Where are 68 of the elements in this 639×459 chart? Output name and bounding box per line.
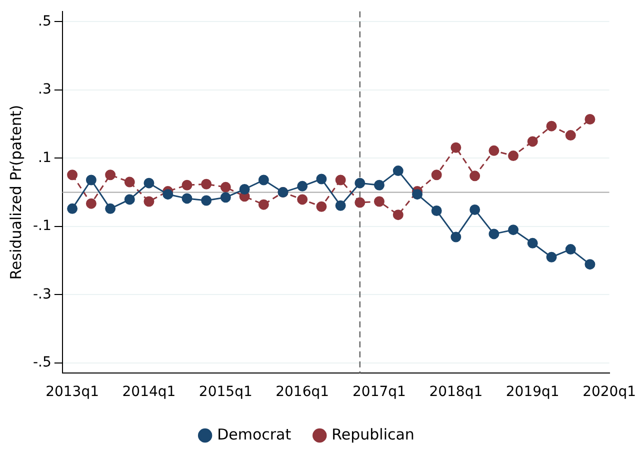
point bbox=[412, 189, 423, 200]
point bbox=[450, 142, 462, 153]
point bbox=[86, 198, 96, 209]
x-tick-label: 2019q1 bbox=[506, 384, 560, 400]
point bbox=[182, 180, 192, 190]
y-tick-label: -.5 bbox=[32, 354, 52, 371]
point bbox=[584, 259, 596, 270]
point bbox=[86, 174, 96, 186]
point bbox=[105, 170, 116, 180]
point bbox=[374, 180, 384, 190]
point bbox=[297, 180, 308, 192]
legend-label: Democrat bbox=[217, 425, 292, 444]
point bbox=[297, 194, 308, 205]
y-tick-label: .3 bbox=[38, 82, 52, 98]
point bbox=[316, 201, 327, 212]
point bbox=[508, 150, 519, 162]
y-tick-label: .5 bbox=[38, 13, 52, 30]
point bbox=[220, 182, 231, 192]
point bbox=[258, 174, 269, 186]
x-tick-label: 2014q1 bbox=[122, 384, 176, 400]
point bbox=[354, 197, 366, 208]
x-tick-label: 2015q1 bbox=[198, 384, 252, 400]
point bbox=[67, 203, 78, 214]
point bbox=[67, 170, 78, 180]
y-tick-label: -.1 bbox=[32, 218, 52, 234]
point bbox=[527, 238, 538, 248]
point bbox=[565, 130, 576, 141]
point bbox=[431, 170, 442, 180]
point bbox=[488, 145, 500, 156]
point bbox=[392, 166, 404, 176]
legend-label: Republican bbox=[332, 425, 414, 444]
point bbox=[258, 199, 269, 210]
point bbox=[374, 196, 384, 207]
point bbox=[220, 192, 231, 203]
point bbox=[546, 252, 557, 262]
point bbox=[124, 194, 135, 205]
point bbox=[201, 178, 212, 190]
point bbox=[144, 196, 154, 207]
point bbox=[470, 170, 480, 182]
y-tick-label: -.3 bbox=[32, 286, 52, 302]
x-tick-label: 2017q1 bbox=[352, 384, 406, 400]
point bbox=[144, 178, 154, 188]
x-tick-label: 2013q1 bbox=[46, 384, 99, 400]
point bbox=[201, 195, 212, 206]
point bbox=[162, 189, 174, 200]
point bbox=[182, 193, 192, 204]
point bbox=[584, 114, 596, 125]
point bbox=[450, 232, 462, 242]
x-tick-label: 2016q1 bbox=[276, 384, 330, 400]
point bbox=[470, 204, 480, 215]
point bbox=[431, 205, 442, 216]
point bbox=[354, 178, 366, 188]
point bbox=[546, 120, 557, 132]
point bbox=[124, 176, 135, 188]
y-axis-title: Residualized Pr(patent) bbox=[6, 104, 25, 280]
point bbox=[239, 184, 250, 194]
point bbox=[527, 136, 538, 147]
point bbox=[335, 174, 346, 186]
x-tick-label: 2018q1 bbox=[429, 384, 483, 400]
y-tick-label: .1 bbox=[38, 150, 52, 166]
point bbox=[316, 174, 327, 184]
point bbox=[508, 224, 519, 236]
point bbox=[335, 200, 346, 211]
x-tick-label: 2020q1 bbox=[582, 384, 636, 400]
point bbox=[392, 210, 404, 220]
point bbox=[105, 203, 116, 214]
point bbox=[488, 228, 500, 240]
point bbox=[565, 244, 576, 255]
